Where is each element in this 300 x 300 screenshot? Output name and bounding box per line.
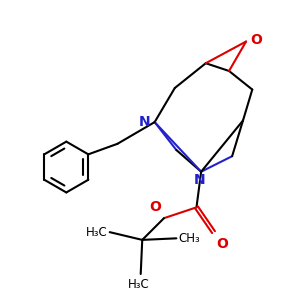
Text: O: O: [250, 33, 262, 47]
Text: N: N: [194, 173, 206, 187]
Text: N: N: [139, 115, 151, 129]
Text: H₃C: H₃C: [85, 226, 107, 238]
Text: H₃C: H₃C: [128, 278, 150, 291]
Text: O: O: [216, 237, 228, 251]
Text: O: O: [149, 200, 161, 214]
Text: CH₃: CH₃: [179, 232, 201, 245]
